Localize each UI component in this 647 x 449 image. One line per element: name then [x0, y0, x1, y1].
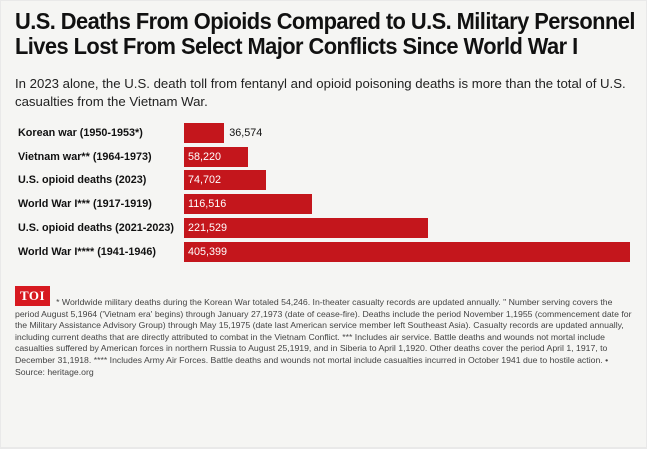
- toi-logo: TOI: [15, 286, 51, 306]
- category-label: U.S. opioid deaths (2021-2023): [18, 221, 175, 234]
- chart-title-line-1: U.S. Deaths From Opioids Compared to U.S…: [15, 8, 635, 34]
- bar: [184, 170, 267, 191]
- category-label: Vietnam war** (1964-1973): [18, 150, 152, 163]
- bar: [184, 217, 428, 238]
- data-label: 74,702: [188, 174, 222, 187]
- bar-chart: Korean war (1950-1953*) 36,574 Vietnam war…: [1, 119, 646, 269]
- chart-title: U.S. Deaths From Opioids Compared to U.S…: [15, 8, 635, 59]
- data-label: 36,574: [229, 127, 263, 139]
- category-label: World War I*** (1917-1919): [18, 198, 152, 211]
- footer: TOI * Worldwide military deaths during t…: [15, 285, 633, 378]
- chart-subtitle: In 2023 alone, the U.S. death toll from …: [15, 76, 626, 109]
- bar: [184, 146, 249, 167]
- category-label: U.S. opioid deaths (2023): [18, 174, 147, 187]
- category-label: Korean war (1950-1953*): [18, 127, 143, 139]
- bar: [184, 241, 630, 262]
- data-label: 221,529: [188, 221, 228, 234]
- data-label: 405,399: [188, 245, 228, 258]
- data-label: 116,516: [188, 198, 227, 211]
- footnote: * Worldwide military deaths during the K…: [15, 297, 632, 377]
- bar: [184, 194, 313, 215]
- chart-title-line-2: Lives Lost From Select Major Conflicts S…: [15, 33, 578, 59]
- data-label: 58,220: [188, 150, 222, 163]
- bar: [184, 123, 225, 143]
- category-label: World War I**** (1941-1946): [18, 245, 157, 258]
